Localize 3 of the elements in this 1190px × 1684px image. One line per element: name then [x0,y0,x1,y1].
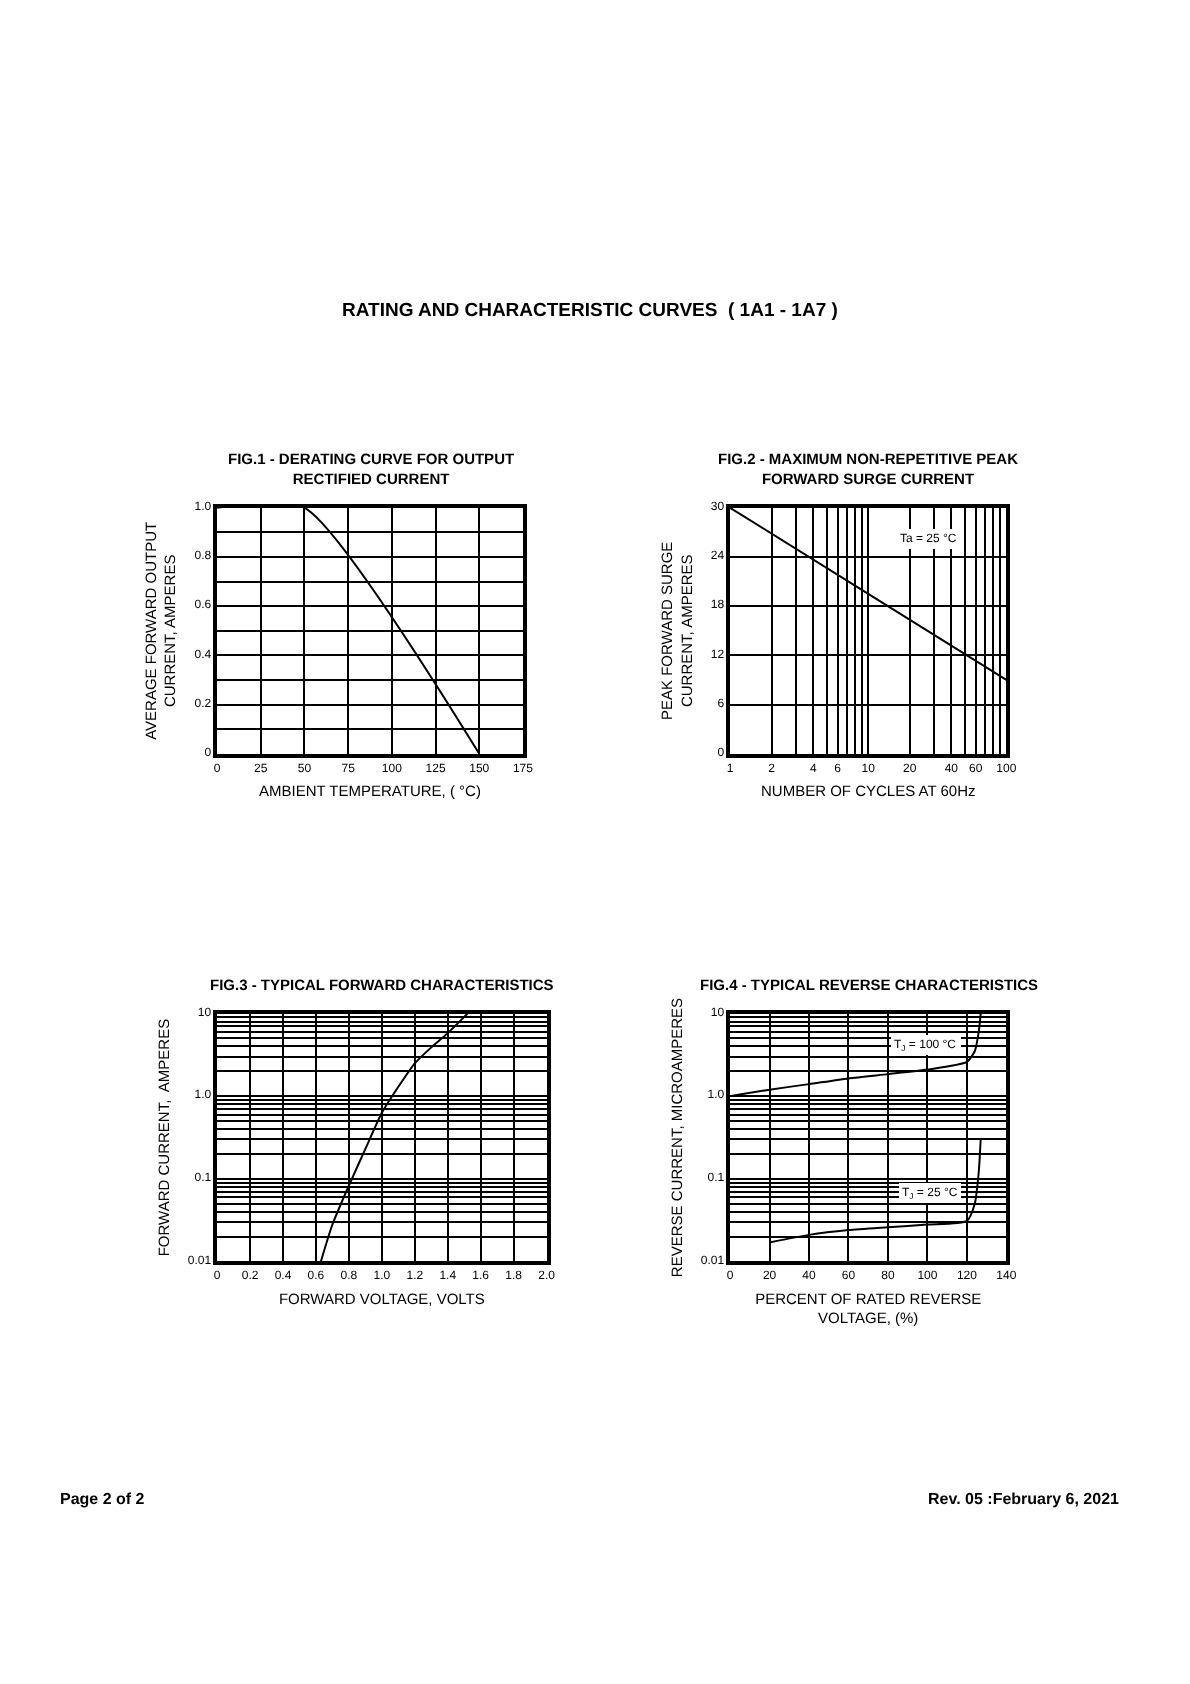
text: RATING AND CHARACTERISTIC CURVES ( 1A1 - 1A7 ) [342,300,838,322]
text: Rev. 05 :February 6, 2021 [928,1490,1121,1508]
text: Page 2 of 2 [60,1490,146,1508]
